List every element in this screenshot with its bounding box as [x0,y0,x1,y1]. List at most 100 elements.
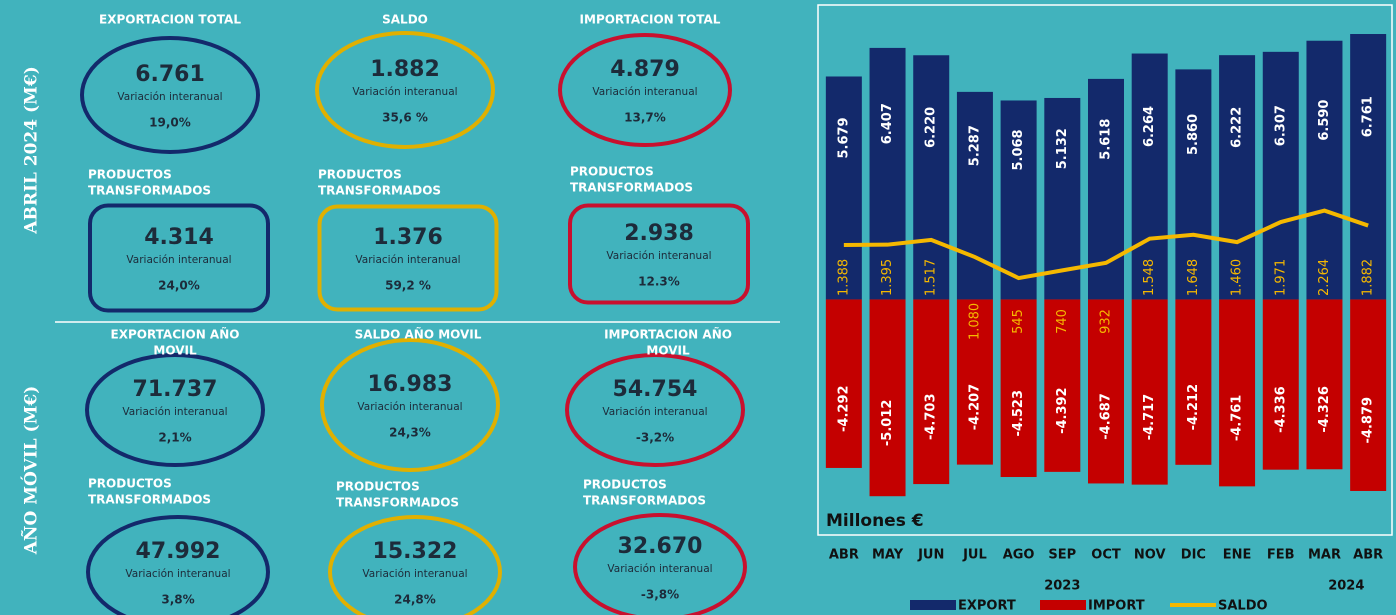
bar [1131,299,1168,485]
card-value: 15.322 [373,539,458,564]
card-title: IMPORTACION AÑO [604,327,732,342]
card-label: Variación interanual [602,406,707,418]
data-label: -4.336 [1273,386,1288,433]
x-tick-label: OCT [1091,548,1121,563]
card-change: 59,2 % [385,279,431,293]
x-tick-label: MAR [1308,548,1341,563]
card-ellipse [565,353,745,467]
bar [1088,299,1124,484]
card-value: 16.983 [368,372,453,397]
card-value: 6.761 [135,62,205,87]
card-label: Variación interanual [592,86,697,98]
card-title: EXPORTACION AÑO [111,327,240,342]
data-label: 6.264 [1142,106,1157,147]
data-label: 1.648 [1186,259,1201,296]
data-label: 5.679 [836,117,851,158]
card-label: Variación interanual [352,86,457,98]
bar [869,47,906,300]
x-tick-label: ABR [829,548,859,563]
bar [1350,299,1387,491]
card-value: 1.882 [370,57,440,82]
card-title: PRODUCTOS [570,165,654,179]
card-change: 24,3% [389,426,431,440]
data-label: 6.220 [924,107,939,148]
card-title: PRODUCTOS [318,168,402,182]
data-label: 5.860 [1186,114,1201,155]
card-title: TRANSFORMADOS [570,181,693,195]
card-ellipse [315,31,495,149]
legend-label: EXPORT [958,599,1016,614]
bar [869,299,906,497]
bar [825,299,862,468]
card-title: PRODUCTOS [336,480,420,494]
card-ellipse [86,515,270,615]
data-label: -4.292 [836,385,851,432]
data-label: -4.326 [1317,386,1332,433]
bar [1175,299,1212,465]
card-label: Variación interanual [606,250,711,262]
card-ellipse [80,36,260,154]
card-value: 32.670 [618,534,703,559]
legend-swatch [1040,600,1086,610]
bar [913,299,950,485]
x-tick-label: NOV [1134,548,1166,563]
data-label: -4.687 [1099,393,1114,440]
unit-label: Millones € [826,511,924,531]
card-change: 35,6 % [382,111,428,125]
bar [956,91,993,300]
bar [1306,40,1343,300]
bar [1219,299,1256,487]
card-box [317,204,499,312]
x-tick-label: MAY [872,548,904,563]
side-label: AÑO MÓVIL (M€) [20,386,42,556]
data-label: 6.407 [880,103,895,144]
card-label: Variación interanual [125,568,230,580]
data-label: -4.761 [1230,395,1245,442]
data-label: 5.618 [1099,119,1114,160]
card-change: 24,0% [158,279,200,293]
data-label: 1.882 [1361,259,1376,296]
card-title: PRODUCTOS [88,477,172,491]
card-label: Variación interanual [357,401,462,413]
card-box [568,203,750,305]
x-tick-label: ABR [1353,548,1383,563]
bar [1306,299,1343,470]
card-value: 54.754 [613,377,698,402]
x-tick-label: JUL [962,548,987,563]
legend-label: IMPORT [1088,599,1145,614]
data-label: 5.132 [1055,128,1070,169]
data-label: -4.392 [1055,387,1070,434]
card-ellipse [558,33,732,147]
data-label: 1.517 [924,259,939,296]
bar [1044,299,1081,472]
data-label: 5.287 [967,125,982,166]
data-label: 1.971 [1273,259,1288,296]
card-change: 2,1% [158,431,191,445]
bar [825,76,862,300]
card-change: -3,8% [641,588,679,602]
legend-swatch [910,600,956,610]
bar [1219,55,1256,300]
card-title: IMPORTACION TOTAL [580,13,721,27]
card-label: Variación interanual [126,254,231,266]
card-value: 1.376 [373,225,443,250]
card-change: 13,7% [624,111,666,125]
legend-label: SALDO [1218,599,1268,614]
card-label: Variación interanual [362,568,467,580]
data-label: 6.590 [1317,100,1332,141]
data-label: 1.548 [1142,259,1157,296]
x-tick-label: JUN [917,548,944,563]
card-label: Variación interanual [122,406,227,418]
card-title: TRANSFORMADOS [336,496,459,510]
data-label: 2.264 [1317,259,1332,296]
data-label: 740 [1055,309,1070,334]
x-tick-label: SEP [1048,548,1076,563]
data-label: 932 [1099,309,1114,334]
bar [1175,69,1212,300]
card-ellipse [320,338,500,472]
card-change: 12.3% [638,275,680,289]
data-label: 1.388 [836,259,851,296]
bar [1000,299,1037,478]
card-title: TRANSFORMADOS [583,494,706,508]
